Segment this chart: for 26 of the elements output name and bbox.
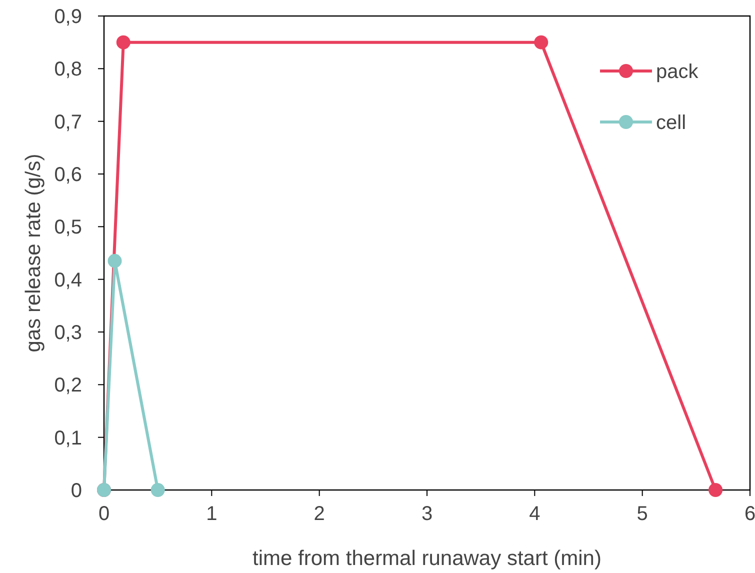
y-tick-label: 0,5 bbox=[54, 216, 82, 239]
y-tick-label: 0,4 bbox=[54, 269, 82, 292]
y-tick-label: 0,7 bbox=[54, 111, 82, 134]
x-tick-label: 3 bbox=[421, 503, 433, 525]
x-tick-label: 1 bbox=[206, 503, 218, 525]
y-tick-label: 0,8 bbox=[54, 58, 82, 81]
y-tick-label: 0,6 bbox=[54, 164, 82, 186]
y-axis-title: gas release rate (g/s) bbox=[22, 154, 45, 352]
y-tick-label: 0,1 bbox=[54, 427, 82, 450]
x-tick-label: 0 bbox=[98, 503, 110, 525]
y-tick-label: 0 bbox=[70, 480, 82, 502]
point bbox=[116, 35, 130, 50]
point bbox=[708, 483, 723, 497]
legend-label: cell bbox=[656, 112, 686, 134]
point bbox=[150, 483, 165, 497]
point bbox=[534, 35, 548, 50]
y-tick-label: 0,9 bbox=[54, 6, 82, 28]
x-tick-label: 2 bbox=[314, 503, 325, 525]
legend-label: pack bbox=[656, 61, 700, 83]
y-tick-label: 0,2 bbox=[54, 374, 82, 397]
x-axis-title: time from thermal runaway start (min) bbox=[252, 547, 602, 570]
point bbox=[108, 254, 122, 268]
x-tick-label: 6 bbox=[744, 503, 755, 525]
y-tick-label: 0,3 bbox=[54, 322, 82, 344]
x-tick-label: 4 bbox=[529, 503, 540, 525]
x-tick-label: 5 bbox=[636, 503, 648, 525]
